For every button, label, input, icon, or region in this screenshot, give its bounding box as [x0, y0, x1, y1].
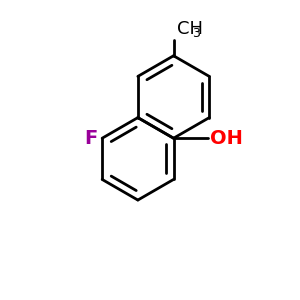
Text: 3: 3 — [192, 27, 200, 40]
Text: CH: CH — [177, 20, 203, 38]
Text: F: F — [85, 129, 98, 148]
Text: OH: OH — [210, 129, 243, 148]
